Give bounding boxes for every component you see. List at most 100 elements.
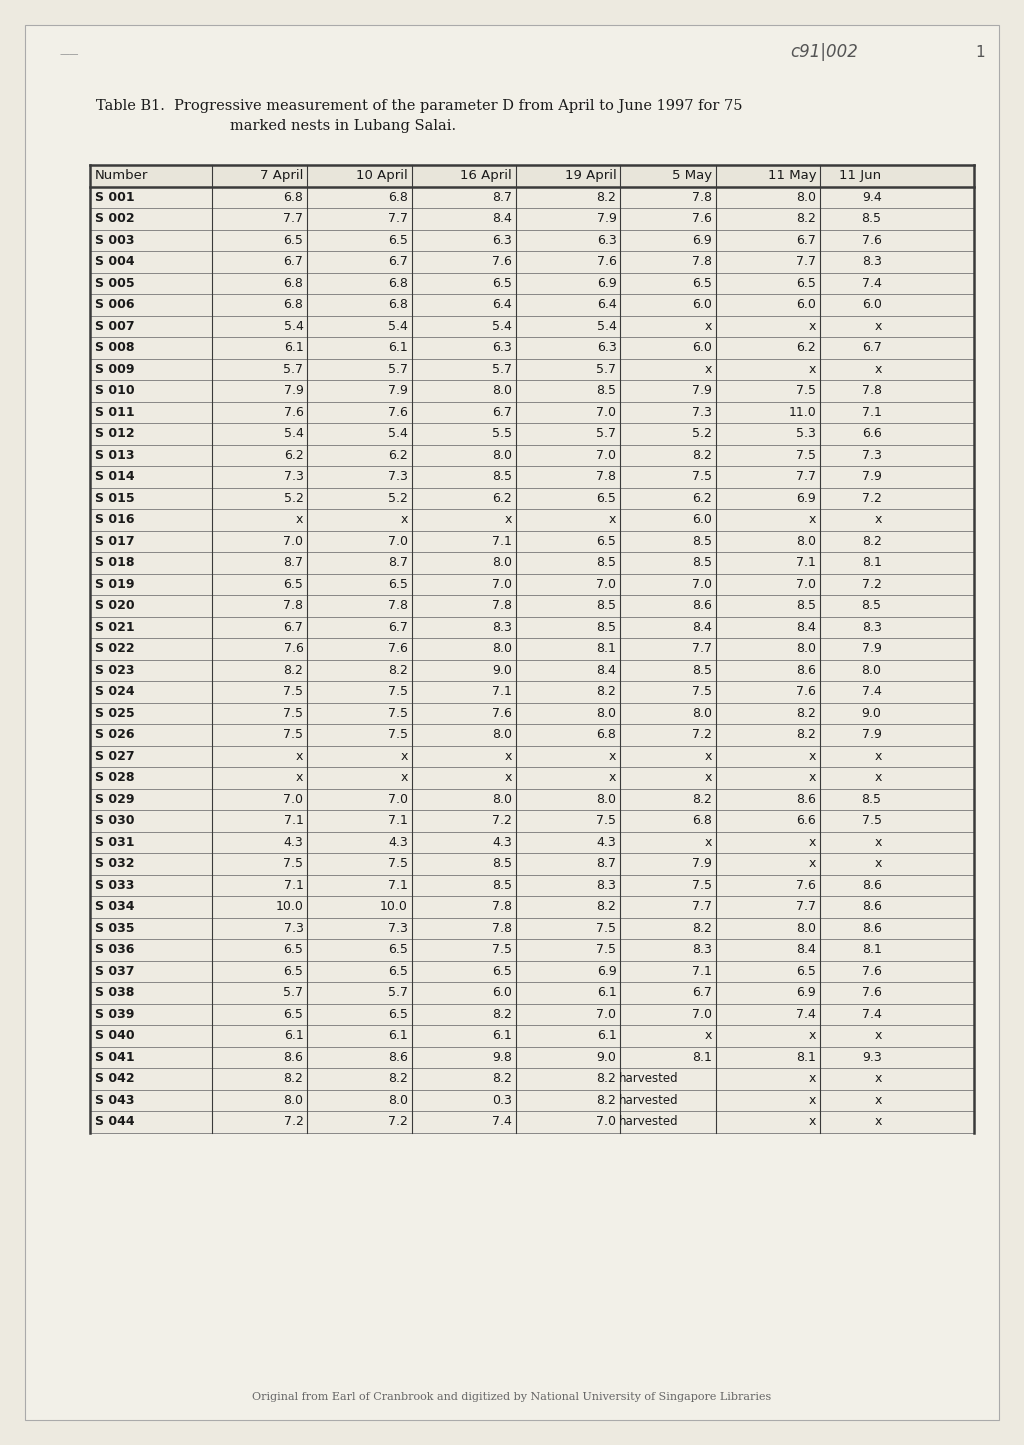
- Text: 8.5: 8.5: [596, 621, 616, 634]
- Text: S 006: S 006: [95, 298, 134, 311]
- Text: 7.5: 7.5: [692, 879, 712, 892]
- Text: S 036: S 036: [95, 944, 134, 957]
- Text: 7.2: 7.2: [862, 491, 882, 504]
- Text: 8.1: 8.1: [862, 556, 882, 569]
- Text: 6.2: 6.2: [692, 491, 712, 504]
- Text: 6.1: 6.1: [284, 341, 303, 354]
- Text: 8.2: 8.2: [797, 212, 816, 225]
- Text: 5.7: 5.7: [596, 428, 616, 441]
- Text: 6.1: 6.1: [493, 1029, 512, 1042]
- Text: 8.4: 8.4: [797, 621, 816, 634]
- Text: 6.9: 6.9: [692, 234, 712, 247]
- Text: 8.5: 8.5: [692, 663, 712, 676]
- Text: S 040: S 040: [95, 1029, 134, 1042]
- Text: x: x: [874, 1072, 882, 1085]
- Text: S 001: S 001: [95, 191, 134, 204]
- Text: x: x: [809, 1094, 816, 1107]
- Text: 5.4: 5.4: [493, 319, 512, 332]
- Text: 8.7: 8.7: [596, 857, 616, 870]
- Text: 8.5: 8.5: [596, 600, 616, 613]
- Text: 6.4: 6.4: [597, 298, 616, 311]
- Text: 8.4: 8.4: [797, 944, 816, 957]
- Text: 7.6: 7.6: [284, 642, 303, 655]
- Text: 7.3: 7.3: [284, 922, 303, 935]
- Text: 8.0: 8.0: [493, 556, 512, 569]
- Text: 8.5: 8.5: [861, 600, 882, 613]
- Text: 7.8: 7.8: [493, 922, 512, 935]
- Text: 6.5: 6.5: [284, 234, 303, 247]
- Text: 7.5: 7.5: [692, 685, 712, 698]
- Text: 8.5: 8.5: [692, 535, 712, 548]
- Text: 6.7: 6.7: [862, 341, 882, 354]
- Text: 6.0: 6.0: [493, 987, 512, 1000]
- Text: 8.0: 8.0: [493, 728, 512, 741]
- Text: 7.9: 7.9: [862, 642, 882, 655]
- Text: S 039: S 039: [95, 1007, 134, 1020]
- Text: 4.3: 4.3: [388, 835, 408, 848]
- Text: 7.5: 7.5: [596, 814, 616, 827]
- Text: 6.3: 6.3: [597, 234, 616, 247]
- Text: x: x: [874, 857, 882, 870]
- Text: 8.2: 8.2: [597, 1094, 616, 1107]
- Text: 7.3: 7.3: [862, 449, 882, 462]
- Text: S 018: S 018: [95, 556, 134, 569]
- Text: 8.0: 8.0: [797, 535, 816, 548]
- Text: 8.6: 8.6: [797, 793, 816, 806]
- Text: x: x: [809, 750, 816, 763]
- Text: S 023: S 023: [95, 663, 134, 676]
- Text: 7.1: 7.1: [797, 556, 816, 569]
- Text: 6.0: 6.0: [862, 298, 882, 311]
- Text: x: x: [809, 513, 816, 526]
- Text: 6.5: 6.5: [388, 965, 408, 978]
- Text: 8.3: 8.3: [597, 879, 616, 892]
- Text: 7.7: 7.7: [284, 212, 303, 225]
- Text: 7.6: 7.6: [862, 987, 882, 1000]
- Text: 8.2: 8.2: [493, 1072, 512, 1085]
- Text: 9.3: 9.3: [862, 1051, 882, 1064]
- Text: 6.7: 6.7: [493, 406, 512, 419]
- Text: S 021: S 021: [95, 621, 134, 634]
- Text: S 020: S 020: [95, 600, 134, 613]
- Text: harvested: harvested: [618, 1116, 678, 1129]
- Text: 7.8: 7.8: [493, 900, 512, 913]
- Text: 8.5: 8.5: [596, 556, 616, 569]
- Text: 7.2: 7.2: [493, 814, 512, 827]
- Text: 7.5: 7.5: [797, 449, 816, 462]
- Text: 7.4: 7.4: [797, 1007, 816, 1020]
- Text: 8.0: 8.0: [797, 922, 816, 935]
- Text: x: x: [400, 513, 408, 526]
- Text: 8.4: 8.4: [597, 663, 616, 676]
- Text: 7.4: 7.4: [862, 685, 882, 698]
- Text: x: x: [705, 750, 712, 763]
- Text: 7.7: 7.7: [692, 900, 712, 913]
- Text: x: x: [809, 772, 816, 785]
- Text: 6.2: 6.2: [797, 341, 816, 354]
- Text: S 030: S 030: [95, 814, 134, 827]
- Text: 8.6: 8.6: [388, 1051, 408, 1064]
- Text: 6.2: 6.2: [388, 449, 408, 462]
- Text: 0.3: 0.3: [493, 1094, 512, 1107]
- Text: x: x: [874, 319, 882, 332]
- Text: 6.7: 6.7: [692, 987, 712, 1000]
- Text: S 029: S 029: [95, 793, 134, 806]
- Text: Table B1.  Progressive measurement of the parameter D from April to June 1997 fo: Table B1. Progressive measurement of the…: [96, 100, 742, 113]
- Text: 8.2: 8.2: [493, 1007, 512, 1020]
- Text: 7.6: 7.6: [862, 965, 882, 978]
- Text: 5.4: 5.4: [597, 319, 616, 332]
- Text: 8.0: 8.0: [493, 384, 512, 397]
- Text: 6.5: 6.5: [692, 277, 712, 290]
- Text: S 014: S 014: [95, 470, 134, 483]
- Text: 8.3: 8.3: [862, 256, 882, 269]
- Text: 8.0: 8.0: [861, 663, 882, 676]
- Bar: [90, 165, 974, 186]
- Text: 8.5: 8.5: [493, 879, 512, 892]
- Text: 7.8: 7.8: [861, 384, 882, 397]
- Text: 7.0: 7.0: [596, 449, 616, 462]
- Text: 9.4: 9.4: [862, 191, 882, 204]
- Text: S 032: S 032: [95, 857, 134, 870]
- Text: S 024: S 024: [95, 685, 134, 698]
- Text: 7.0: 7.0: [596, 578, 616, 591]
- Text: 6.1: 6.1: [284, 1029, 303, 1042]
- Text: 7.2: 7.2: [692, 728, 712, 741]
- Text: S 004: S 004: [95, 256, 134, 269]
